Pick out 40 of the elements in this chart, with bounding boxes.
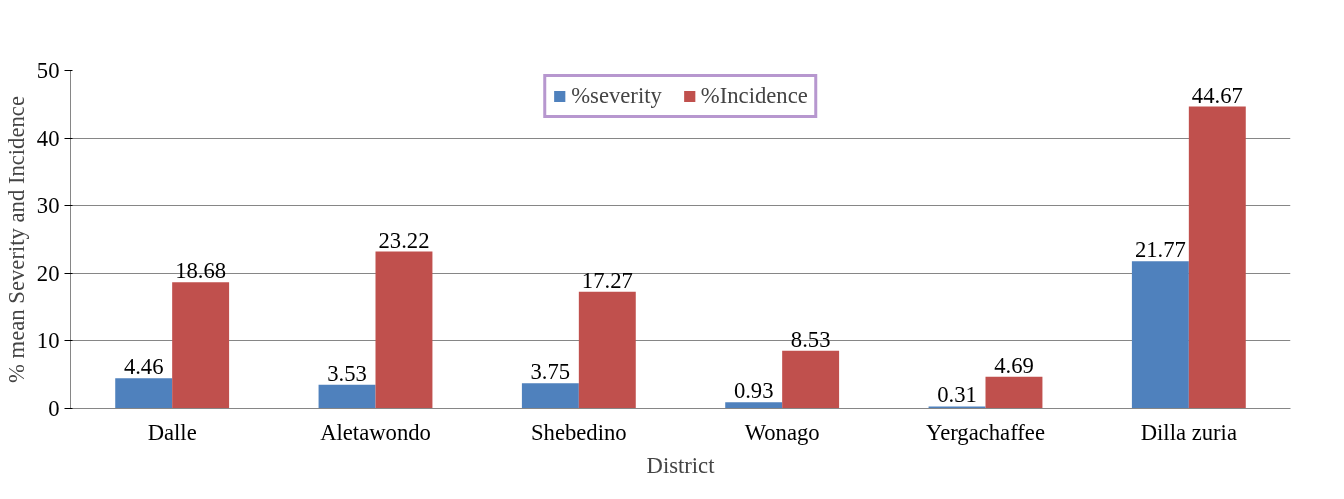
x-tick-label: Dilla zuria [1140, 419, 1237, 445]
y-tick-label: 30 [36, 193, 60, 219]
bar [115, 378, 173, 409]
x-tick-label: Aletawondo [320, 419, 431, 445]
y-tick-label: 20 [36, 260, 60, 286]
bar [1131, 261, 1189, 409]
data-label: 4.69 [994, 352, 1034, 378]
legend-label: %severity [571, 83, 662, 109]
data-label: 0.93 [733, 378, 774, 404]
x-axis-title: District [646, 452, 716, 478]
x-tick-label: Dalle [147, 419, 197, 445]
y-tick-label: 40 [36, 125, 60, 151]
bar [521, 383, 579, 409]
y-tick-label: 50 [36, 58, 60, 83]
data-label: 18.68 [175, 258, 227, 284]
y-tick-label: 10 [36, 328, 60, 354]
y-axis-title: % mean Severity and Incidence [3, 96, 29, 383]
bar [172, 282, 230, 409]
bar [318, 384, 376, 409]
legend-label: %Incidence [700, 83, 808, 109]
x-tick-label: Shebedino [531, 419, 627, 445]
y-tick-label: 0 [48, 396, 60, 421]
bar [985, 376, 1043, 409]
data-label: 21.77 [1134, 237, 1186, 263]
data-label: 17.27 [581, 267, 633, 293]
data-label: 3.53 [327, 360, 367, 386]
data-label: 44.67 [1191, 82, 1243, 108]
bar [578, 291, 636, 409]
bar [928, 406, 986, 409]
bar [375, 251, 433, 409]
data-label: 4.46 [123, 354, 164, 380]
bar [725, 402, 783, 409]
data-label: 23.22 [378, 227, 430, 253]
x-tick-label: Yergachaffee [926, 419, 1045, 445]
data-label: 0.31 [937, 382, 977, 408]
bar [782, 350, 840, 409]
bar [1188, 106, 1246, 409]
x-tick-label: Wonago [744, 419, 820, 445]
data-label: 8.53 [790, 326, 831, 352]
data-label: 3.75 [530, 359, 571, 385]
